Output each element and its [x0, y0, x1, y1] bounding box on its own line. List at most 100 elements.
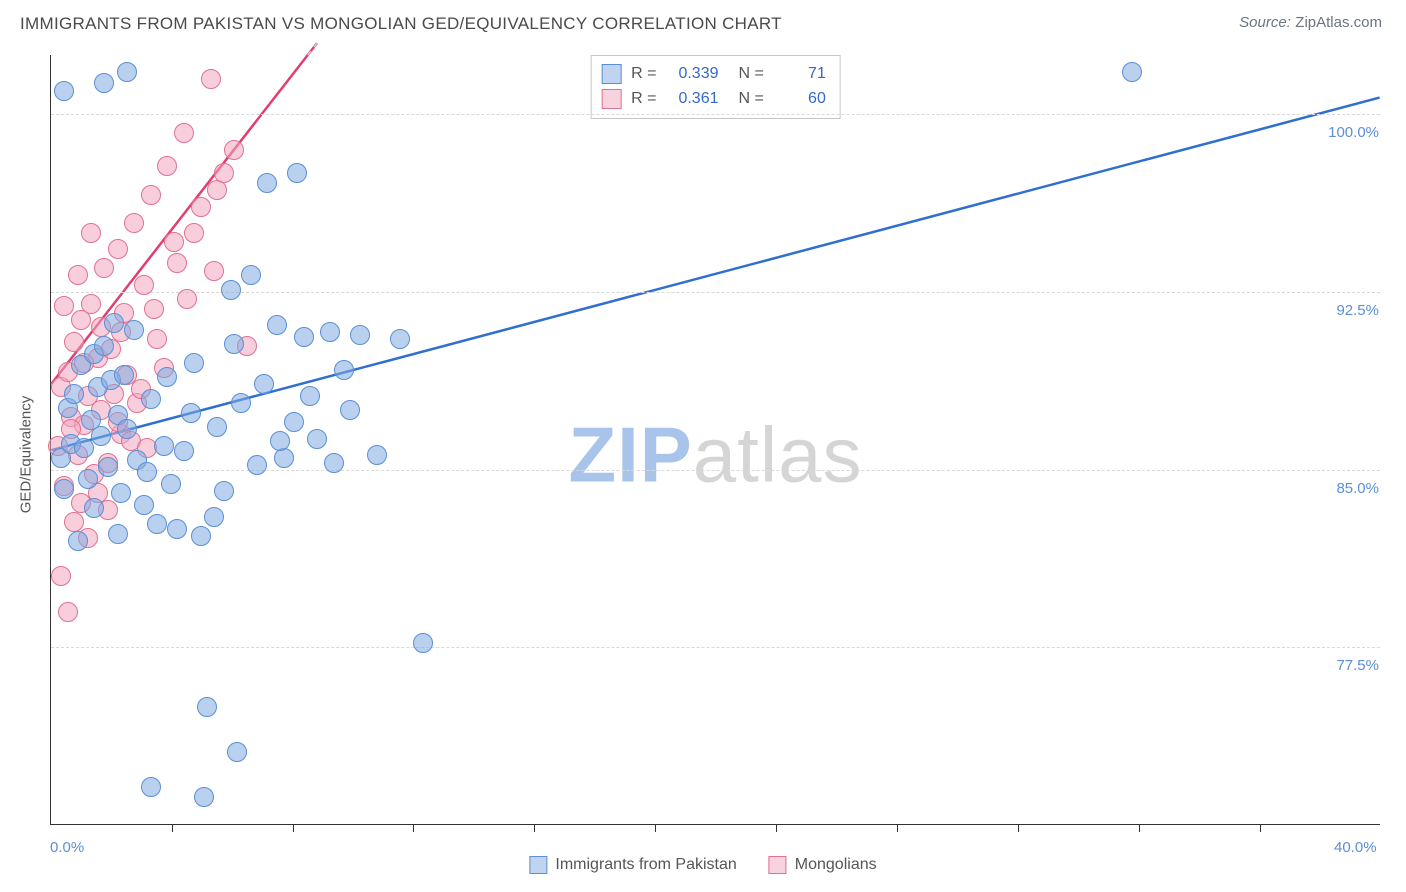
r-value-mongolian: 0.361: [667, 87, 719, 112]
gridline: [51, 647, 1380, 648]
point-pakistan: [91, 426, 111, 446]
source-attribution: Source: ZipAtlas.com: [1239, 14, 1382, 32]
point-pakistan: [231, 393, 251, 413]
point-pakistan: [350, 325, 370, 345]
point-pakistan: [114, 365, 134, 385]
point-mongolian: [201, 69, 221, 89]
y-tick-label: 77.5%: [1334, 657, 1381, 674]
point-mongolian: [58, 602, 78, 622]
point-pakistan: [157, 367, 177, 387]
point-pakistan: [141, 777, 161, 797]
gridline: [51, 114, 1380, 115]
point-pakistan: [207, 417, 227, 437]
point-mongolian: [68, 265, 88, 285]
point-pakistan: [300, 386, 320, 406]
point-mongolian: [81, 294, 101, 314]
x-label-min: 0.0%: [50, 839, 84, 856]
point-mongolian: [81, 223, 101, 243]
point-pakistan: [334, 360, 354, 380]
x-tick: [897, 824, 898, 832]
point-pakistan: [224, 334, 244, 354]
point-pakistan: [68, 531, 88, 551]
r-label: R =: [631, 87, 656, 112]
point-pakistan: [108, 524, 128, 544]
swatch-blue-icon: [601, 64, 621, 84]
point-pakistan: [84, 498, 104, 518]
point-pakistan: [167, 519, 187, 539]
point-pakistan: [111, 483, 131, 503]
point-mongolian: [157, 156, 177, 176]
point-pakistan: [287, 163, 307, 183]
n-value-mongolian: 60: [774, 87, 826, 112]
point-pakistan: [390, 329, 410, 349]
n-label: N =: [739, 62, 764, 87]
y-tick-label: 85.0%: [1334, 480, 1381, 497]
point-pakistan: [98, 457, 118, 477]
point-pakistan: [294, 327, 314, 347]
point-mongolian: [124, 213, 144, 233]
point-mongolian: [191, 197, 211, 217]
point-pakistan: [221, 280, 241, 300]
point-pakistan: [284, 412, 304, 432]
legend-label-pakistan: Immigrants from Pakistan: [555, 856, 736, 873]
point-pakistan: [197, 697, 217, 717]
r-label: R =: [631, 62, 656, 87]
point-mongolian: [141, 185, 161, 205]
point-pakistan: [204, 507, 224, 527]
source-value: ZipAtlas.com: [1295, 14, 1382, 31]
point-mongolian: [134, 275, 154, 295]
x-tick: [534, 824, 535, 832]
point-pakistan: [161, 474, 181, 494]
point-pakistan: [227, 742, 247, 762]
n-label: N =: [739, 87, 764, 112]
legend-item-pakistan: Immigrants from Pakistan: [529, 856, 736, 874]
x-label-max: 40.0%: [1334, 839, 1377, 856]
point-pakistan: [154, 436, 174, 456]
x-tick: [1260, 824, 1261, 832]
stats-row-pakistan: R = 0.339 N = 71: [601, 62, 826, 87]
legend-label-mongolian: Mongolians: [795, 856, 877, 873]
point-mongolian: [54, 296, 74, 316]
point-pakistan: [184, 353, 204, 373]
point-pakistan: [134, 495, 154, 515]
point-pakistan: [241, 265, 261, 285]
point-pakistan: [191, 526, 211, 546]
point-pakistan: [137, 462, 157, 482]
x-tick: [1018, 824, 1019, 832]
point-pakistan: [117, 419, 137, 439]
point-pakistan: [254, 374, 274, 394]
point-pakistan: [267, 315, 287, 335]
stats-row-mongolian: R = 0.361 N = 60: [601, 87, 826, 112]
chart-title: IMMIGRANTS FROM PAKISTAN VS MONGOLIAN GE…: [20, 14, 782, 34]
point-mongolian: [177, 289, 197, 309]
swatch-pink-icon: [769, 856, 787, 874]
point-pakistan: [117, 62, 137, 82]
r-value-pakistan: 0.339: [667, 62, 719, 87]
y-tick-label: 92.5%: [1334, 302, 1381, 319]
source-label: Source:: [1239, 14, 1291, 31]
point-mongolian: [164, 232, 184, 252]
point-pakistan: [247, 455, 267, 475]
stats-legend: R = 0.339 N = 71 R = 0.361 N = 60: [590, 55, 841, 119]
point-pakistan: [320, 322, 340, 342]
point-mongolian: [51, 566, 71, 586]
point-pakistan: [413, 633, 433, 653]
point-mongolian: [214, 163, 234, 183]
point-pakistan: [307, 429, 327, 449]
point-mongolian: [167, 253, 187, 273]
point-pakistan: [367, 445, 387, 465]
point-mongolian: [184, 223, 204, 243]
point-pakistan: [78, 469, 98, 489]
point-mongolian: [94, 258, 114, 278]
point-pakistan: [324, 453, 344, 473]
x-tick: [413, 824, 414, 832]
point-mongolian: [64, 332, 84, 352]
point-pakistan: [257, 173, 277, 193]
x-tick: [172, 824, 173, 832]
n-value-pakistan: 71: [774, 62, 826, 87]
point-pakistan: [104, 313, 124, 333]
swatch-blue-icon: [529, 856, 547, 874]
point-pakistan: [54, 81, 74, 101]
point-pakistan: [181, 403, 201, 423]
point-pakistan: [214, 481, 234, 501]
